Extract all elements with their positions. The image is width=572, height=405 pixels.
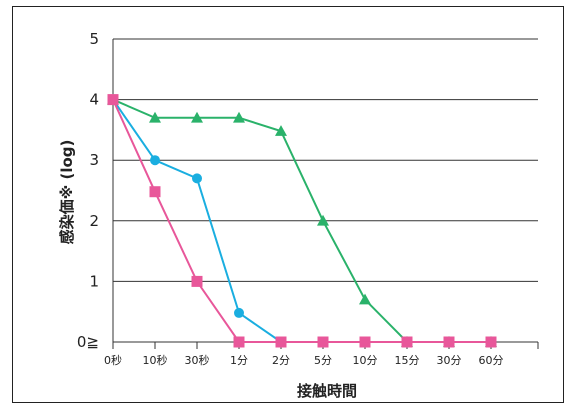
data-point-square (149, 186, 161, 198)
data-point-square (107, 94, 119, 106)
x-tick-label-0: 0秒 (104, 353, 122, 367)
data-point-circle (234, 307, 244, 318)
series-line-square (112, 99, 491, 343)
data-point-triangle (359, 293, 371, 305)
data-point-triangle (233, 111, 245, 123)
data-point-triangle (317, 214, 329, 226)
x-tick-label-8: 30分 (437, 354, 462, 367)
data-point-circle (192, 173, 202, 184)
data-point-square (233, 336, 245, 348)
series-layer (107, 93, 497, 348)
x-tick-label-3: 1分 (230, 354, 248, 367)
x-tick-labels: 0秒 10秒 30秒 1分 2分 5分 10分 15分 30分 60分 (104, 353, 504, 367)
axes (112, 39, 539, 349)
y-tick-label-0: 0≧ (77, 333, 99, 351)
data-point-square (401, 336, 413, 348)
y-tick-label-2: 2 (89, 212, 99, 230)
x-tick-label-1: 10秒 (143, 353, 168, 367)
data-point-square (359, 336, 371, 348)
y-tick-label-3: 3 (89, 151, 99, 169)
y-axis-title: 感染価※ (log) (58, 140, 76, 245)
x-tick-label-5: 5分 (314, 354, 332, 367)
data-point-square (485, 336, 497, 348)
data-point-square (317, 336, 329, 348)
chart-frame (12, 6, 564, 403)
data-point-square (275, 336, 287, 348)
grid-lines (113, 38, 538, 282)
y-tick-label-1: 1 (89, 272, 99, 290)
series-triangle (107, 93, 497, 347)
data-point-circle (150, 155, 160, 166)
y-tick-label-4: 4 (89, 91, 99, 109)
data-point-triangle (149, 111, 161, 123)
y-tick-label-5: 5 (89, 30, 99, 48)
x-tick-label-2: 30秒 (185, 353, 210, 367)
x-tick-label-6: 10分 (353, 354, 378, 367)
data-point-triangle (275, 125, 287, 136)
data-point-triangle (191, 111, 203, 123)
x-tick-label-4: 2分 (272, 354, 290, 367)
x-axis-title: 接触時間 (297, 382, 357, 400)
data-point-square (443, 336, 455, 348)
y-tick-labels: 0≧ 1 2 3 4 5 (77, 30, 99, 351)
series-square (107, 94, 497, 348)
x-tick-label-7: 15分 (395, 354, 420, 367)
data-point-square (191, 275, 203, 287)
x-tick-label-9: 60分 (479, 354, 504, 367)
